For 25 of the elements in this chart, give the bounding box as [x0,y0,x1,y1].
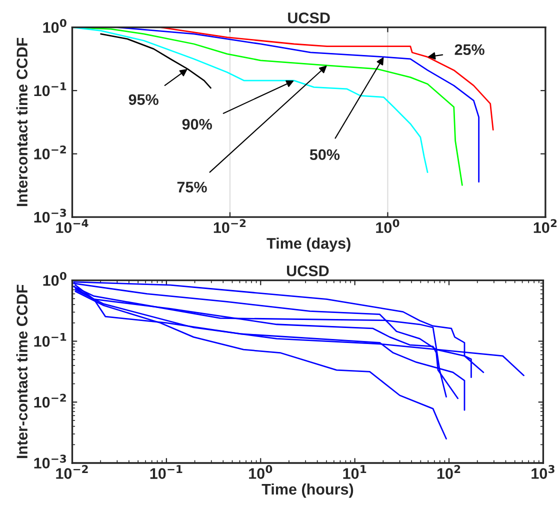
y-tick-label: 10$^{−1}$ [34,333,66,347]
y-tick-label: 10$^{0}$ [43,18,66,33]
y-tick-label: 10$^{−1}$ [34,82,66,96]
y-tick-label: 10$^{0}$ [43,272,66,286]
x-tick-label: 10$^{−2}$ [214,219,246,234]
x-tick-label: 10$^{0}$ [376,219,400,234]
x-tick-label: 10$^{2}$ [437,465,460,479]
x-axis-title: Time (hours) [262,483,354,498]
chart-title: UCSD [288,12,330,24]
annotation: 90% [182,118,212,130]
x-tick-label: 10$^{1}$ [343,465,366,479]
y-axis-title: Inter-contact time CCDF [16,284,28,458]
x-tick-label: 10$^{0}$ [249,465,272,479]
chart-title: UCSD [286,265,329,276]
x-tick-label: 10$^{3}$ [532,465,554,479]
x-tick-label: 10$^{2}$ [534,219,557,234]
annotation: 50% [310,149,340,160]
x-axis-title: Time (days) [266,238,350,252]
annotation: 95% [128,94,158,106]
y-axis-title: Intercontact time CCDF [16,38,28,206]
annotation: 25% [454,44,484,56]
annotation: 75% [177,182,207,193]
y-tick-label: 10$^{−2}$ [34,145,66,160]
x-tick-label: 10$^{−1}$ [150,465,182,479]
y-tick-label: 10$^{−2}$ [34,394,66,408]
